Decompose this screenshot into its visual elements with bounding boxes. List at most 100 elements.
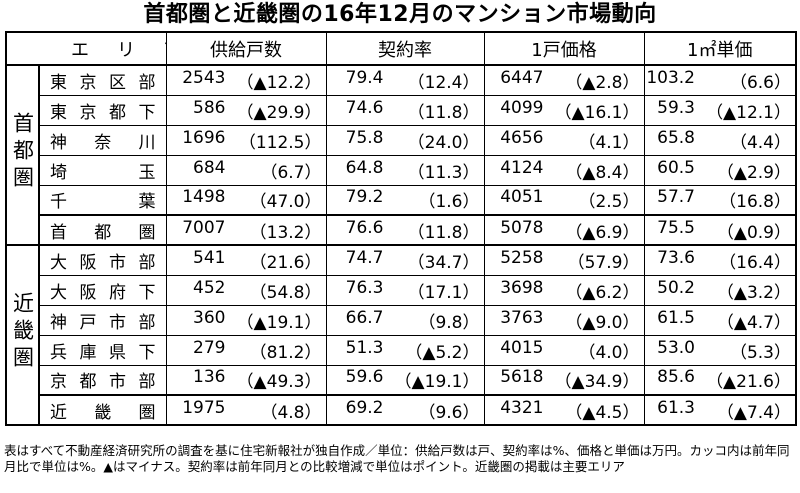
area-name: 大阪市部 xyxy=(50,252,156,273)
data-row: 首都圏東京区部 2543 （▲12.2） 79.4 （12.4） 6447 （▲2.8） 10… xyxy=(5,64,797,246)
value-wrap: 50.2 （▲3.2） xyxy=(649,278,791,303)
value: 75.5 xyxy=(657,217,695,238)
value-wrap: 5258 （57.9） xyxy=(489,247,639,273)
value-wrap: 1696 （112.5） xyxy=(171,128,321,153)
value-cell: 61.5 （▲4.7） xyxy=(643,304,797,336)
value-wrap: 75.8 （24.0） xyxy=(331,128,480,153)
value: 74.7 xyxy=(345,247,384,268)
value-cell: 50.2 （▲3.2） xyxy=(643,274,797,306)
value-cell: 51.3 （▲5.2） xyxy=(325,334,485,366)
change: （13.2） xyxy=(249,222,322,243)
change: （16.8） xyxy=(719,192,791,213)
value-wrap: 53.0 （5.3） xyxy=(649,337,791,363)
value-cell: 73.6 （16.4） xyxy=(643,244,797,276)
value: 60.5 xyxy=(657,157,695,178)
change: （▲6.9） xyxy=(565,222,640,243)
value-cell: 1975 （4.8） xyxy=(165,394,327,426)
value: 61.5 xyxy=(657,307,695,328)
change: （▲29.9） xyxy=(236,102,322,123)
value-cell: 4099 （▲16.1） xyxy=(483,94,645,126)
value-cell: 4656 （4.1） xyxy=(483,124,645,156)
value-cell: 64.8 （11.3） xyxy=(325,154,485,186)
area-name: 首都圏 xyxy=(50,222,156,243)
change: （▲0.9） xyxy=(716,222,791,243)
value-cell: 57.7 （16.8） xyxy=(643,184,797,216)
value: 76.3 xyxy=(345,277,384,298)
value-wrap: 3698 （▲6.2） xyxy=(489,278,639,303)
change: （▲21.6） xyxy=(706,372,791,393)
change: （6.7） xyxy=(260,162,322,183)
change: （47.0） xyxy=(249,192,322,213)
change: （4.8） xyxy=(260,402,322,423)
group-text: 首都圏 xyxy=(10,112,35,193)
value-cell: 452 （54.8） xyxy=(165,274,327,306)
group-text: 近畿圏 xyxy=(10,292,35,373)
value-wrap: 74.7 （34.7） xyxy=(331,248,480,273)
value-cell: 5078 （▲6.9） xyxy=(483,214,645,246)
value: 684 xyxy=(193,157,226,178)
change: （11.3） xyxy=(407,162,480,183)
value: 85.6 xyxy=(657,367,695,388)
change: （24.0） xyxy=(407,132,480,153)
value-cell: 3763 （▲9.0） xyxy=(483,304,645,336)
value-cell: 53.0 （5.3） xyxy=(643,334,797,366)
data-row: 近畿圏大阪市部 541 （21.6） 74.7 （34.7） 5258 （57.9） 73.6… xyxy=(5,244,797,426)
value: 76.6 xyxy=(345,217,384,238)
value: 4656 xyxy=(500,127,544,148)
value: 5258 xyxy=(500,247,544,268)
value-cell: 136 （▲49.3） xyxy=(165,364,327,396)
title: 首都圏と近畿圏の16年12月のマンション市場動向 xyxy=(143,2,657,27)
value: 73.6 xyxy=(657,247,695,268)
change: （6.6） xyxy=(729,72,791,93)
value-wrap: 5618 （▲34.9） xyxy=(489,367,639,392)
footnote: 表はすべて不動産経済研究所の調査を基に住宅新報社が独自作成／単位：供給戸数は戸、… xyxy=(4,443,790,474)
change: （5.3） xyxy=(729,342,791,363)
value-cell: 2543 （▲12.2） xyxy=(165,64,327,96)
value-cell: 79.4 （12.4） xyxy=(325,64,485,96)
area-cell: 首都圏 xyxy=(38,214,167,246)
change: （▲4.5） xyxy=(565,402,640,423)
value: 65.8 xyxy=(657,127,695,148)
value: 2543 xyxy=(182,67,226,88)
area-name: 大阪府下 xyxy=(50,282,156,303)
value: 59.3 xyxy=(657,97,695,118)
change: （▲2.8） xyxy=(565,72,640,93)
area-cell: 神奈川 xyxy=(38,124,167,156)
value-wrap: 4321 （▲4.5） xyxy=(489,398,640,423)
value-wrap: 7007 （13.2） xyxy=(171,218,322,243)
header-text: 供給戸数 xyxy=(210,39,282,61)
value-wrap: 1975 （4.8） xyxy=(171,398,322,423)
value-wrap: 684 （6.7） xyxy=(171,157,322,183)
value-wrap: 79.2 （1.6） xyxy=(331,187,480,212)
value: 53.0 xyxy=(657,337,695,358)
change: （▲5.2） xyxy=(405,342,480,363)
change: （▲12.2） xyxy=(236,72,322,93)
value: 64.8 xyxy=(345,157,384,178)
value-wrap: 541 （21.6） xyxy=(171,248,321,273)
area-cell: 京都市部 xyxy=(38,364,167,396)
value-wrap: 4051 （2.5） xyxy=(489,187,639,212)
value-cell: 60.5 （▲2.9） xyxy=(643,154,797,186)
value-cell: 684 （6.7） xyxy=(165,154,327,186)
value: 5618 xyxy=(500,367,544,388)
value-wrap: 79.4 （12.4） xyxy=(331,68,480,93)
value-wrap: 64.8 （11.3） xyxy=(331,158,480,183)
value-cell: 1696 （112.5） xyxy=(165,124,327,156)
value-wrap: 59.3 （▲12.1） xyxy=(649,97,791,123)
value: 74.6 xyxy=(345,97,384,118)
value-cell: 76.3 （17.1） xyxy=(325,274,485,306)
area-name: 京都市部 xyxy=(50,372,156,393)
change: （▲16.1） xyxy=(554,102,640,123)
area-cell: 大阪市部 xyxy=(38,244,167,276)
value-cell: 586 （▲29.9） xyxy=(165,94,327,126)
change: （1.6） xyxy=(418,192,480,213)
value: 586 xyxy=(193,97,226,118)
value-wrap: 136 （▲49.3） xyxy=(171,367,321,392)
header-text: 1戸価格 xyxy=(531,39,597,61)
value-cell: 75.5 （▲0.9） xyxy=(643,214,797,246)
value: 5078 xyxy=(500,217,544,238)
value-wrap: 279 （81.2） xyxy=(171,338,321,363)
value-cell: 75.8 （24.0） xyxy=(325,124,485,156)
data-row: 東京都下 586 （▲29.9） 74.6 （11.8） 4099 （▲16.1） 59.3 （… xyxy=(6,94,797,126)
value-wrap: 4099 （▲16.1） xyxy=(489,98,640,123)
